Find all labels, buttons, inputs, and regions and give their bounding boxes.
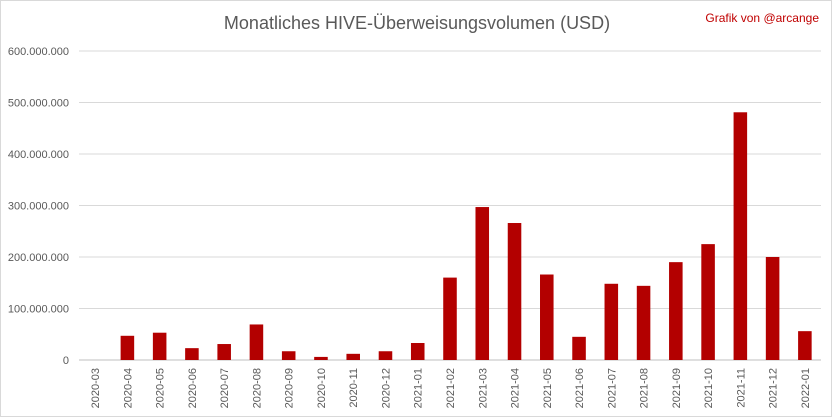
bar-2020-09 <box>281 351 296 360</box>
bar-2021-05 <box>540 274 554 360</box>
gridlines <box>79 50 821 361</box>
bar-2020-12 <box>378 351 393 360</box>
x-tick-label: 2021-02 <box>445 368 457 408</box>
x-tick-label: 2020-03 <box>90 368 102 408</box>
x-tick-label: 2021-05 <box>542 368 554 408</box>
x-tick-label: 2021-11 <box>735 368 747 408</box>
bar-2020-05 <box>152 332 167 360</box>
y-tick-label: 300.000.000 <box>8 201 69 213</box>
bar-2021-04 <box>507 223 522 360</box>
y-tick-labels: 0 100.000.000 200.000.000 300.000.000 400.00… <box>8 46 69 367</box>
bar-2020-06 <box>185 348 199 360</box>
bar-2021-12 <box>765 257 780 360</box>
x-tick-label: 2020-09 <box>284 368 296 408</box>
x-tick-label: 2021-06 <box>574 368 586 408</box>
x-tick-label: 2020-07 <box>219 368 231 408</box>
y-tick-label: 400.000.000 <box>8 149 69 161</box>
y-tick-label: 600.000.000 <box>8 46 69 58</box>
y-tick-label: 200.000.000 <box>8 252 69 264</box>
bar-2021-07 <box>604 283 619 360</box>
bar-2021-11 <box>733 112 748 360</box>
bar-2022-01 <box>798 331 812 360</box>
x-tick-label: 2020-10 <box>316 368 328 408</box>
bar-2020-11 <box>346 353 360 360</box>
bar-2020-07 <box>217 344 231 360</box>
x-tick-label: 2021-10 <box>703 368 715 408</box>
y-tick-label: 500.000.000 <box>8 98 69 110</box>
bar-2021-01 <box>410 343 425 360</box>
x-tick-label: 2021-08 <box>639 368 651 408</box>
bar-2021-06 <box>572 336 586 360</box>
x-tick-label: 2020-06 <box>187 368 199 408</box>
bar-2021-09 <box>669 262 683 360</box>
x-tick-label: 2022-01 <box>800 368 812 408</box>
bar-2021-02 <box>443 277 457 360</box>
x-tick-label: 2021-07 <box>606 368 618 408</box>
x-tick-label: 2021-04 <box>510 368 522 408</box>
x-tick-label: 2021-09 <box>671 368 683 408</box>
chart-credit: Grafik von @arcange <box>705 11 819 25</box>
x-tick-label: 2020-05 <box>155 368 167 408</box>
bar-2021-10 <box>701 244 715 360</box>
y-tick-label: 100.000.000 <box>8 304 69 316</box>
chart-title: Monatliches HIVE-Überweisungsvolumen (US… <box>223 13 611 33</box>
bar-2020-10 <box>314 356 328 360</box>
x-tick-labels: 2020-03 2020-04 2020-05 2020-06 2020-07 2020-… <box>90 368 812 408</box>
bar-2021-08 <box>636 285 651 360</box>
bar-2020-08 <box>249 324 264 360</box>
y-tick-label: 0 <box>63 355 69 367</box>
x-tick-label: 2020-11 <box>348 368 360 408</box>
x-tick-label: 2021-12 <box>768 368 780 408</box>
x-tick-label: 2020-04 <box>122 368 134 408</box>
x-tick-label: 2020-12 <box>380 368 392 408</box>
x-tick-label: 2021-01 <box>413 368 425 408</box>
bar-2020-04 <box>120 335 135 360</box>
x-tick-label: 2020-08 <box>251 368 263 408</box>
x-tick-label: 2021-03 <box>477 368 489 408</box>
bars <box>120 112 812 360</box>
bar-2021-03 <box>475 207 490 360</box>
